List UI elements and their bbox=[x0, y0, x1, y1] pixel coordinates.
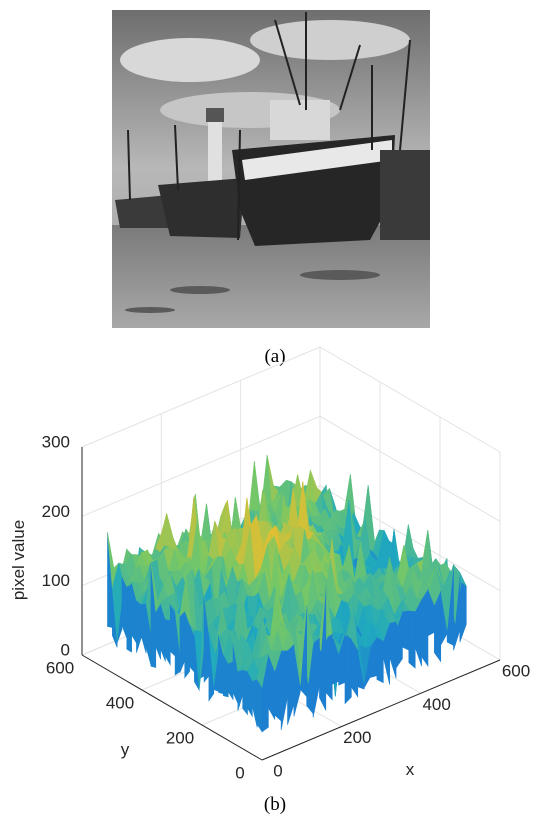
tick-label: 0 bbox=[235, 763, 244, 782]
surface-patch bbox=[179, 610, 186, 673]
surface-patch bbox=[376, 636, 384, 684]
x-axis bbox=[261, 659, 501, 761]
tick-label: 200 bbox=[343, 728, 371, 747]
tick-label: 300 bbox=[42, 432, 70, 451]
surface-patch bbox=[344, 632, 352, 705]
surface-patch bbox=[287, 643, 295, 725]
tick-label: 600 bbox=[46, 658, 74, 677]
surface-patch bbox=[140, 603, 147, 654]
surface-patch bbox=[421, 587, 429, 668]
tick-label: 400 bbox=[422, 695, 450, 714]
surface-patch bbox=[169, 603, 176, 657]
surface-patch bbox=[252, 678, 258, 728]
tick-label: 0 bbox=[273, 761, 282, 780]
tick-label: 400 bbox=[106, 693, 134, 712]
caption: (b) bbox=[264, 794, 286, 815]
y-axis-label: y bbox=[121, 740, 130, 759]
grid-line bbox=[81, 415, 321, 517]
tick-label: 200 bbox=[166, 728, 194, 747]
surface-patch bbox=[389, 621, 397, 679]
surface bbox=[107, 454, 467, 733]
surface-patch bbox=[126, 581, 132, 653]
grid-line bbox=[319, 415, 501, 522]
surface-patch bbox=[402, 610, 410, 651]
surface-patch bbox=[237, 669, 243, 711]
grid-line bbox=[319, 346, 501, 453]
surface-patch bbox=[256, 678, 263, 733]
photo bbox=[112, 10, 430, 328]
tick-label: 100 bbox=[42, 571, 70, 590]
caption: (a) bbox=[264, 346, 285, 367]
surface-patch bbox=[136, 599, 142, 653]
tick-label: 200 bbox=[42, 502, 70, 521]
surface-patch bbox=[256, 653, 269, 688]
z-axis-label: pixel value bbox=[9, 520, 28, 600]
tick-label: 600 bbox=[502, 661, 530, 680]
grid-line bbox=[81, 346, 321, 448]
x-axis-label: x bbox=[406, 760, 415, 779]
surface-patch bbox=[280, 649, 288, 731]
surface-patch bbox=[312, 637, 320, 718]
y-axis bbox=[81, 654, 263, 761]
surface-patch bbox=[155, 602, 161, 660]
tick-label: 0 bbox=[61, 640, 70, 659]
surface-patch bbox=[242, 669, 248, 716]
surface-patch bbox=[408, 610, 416, 669]
